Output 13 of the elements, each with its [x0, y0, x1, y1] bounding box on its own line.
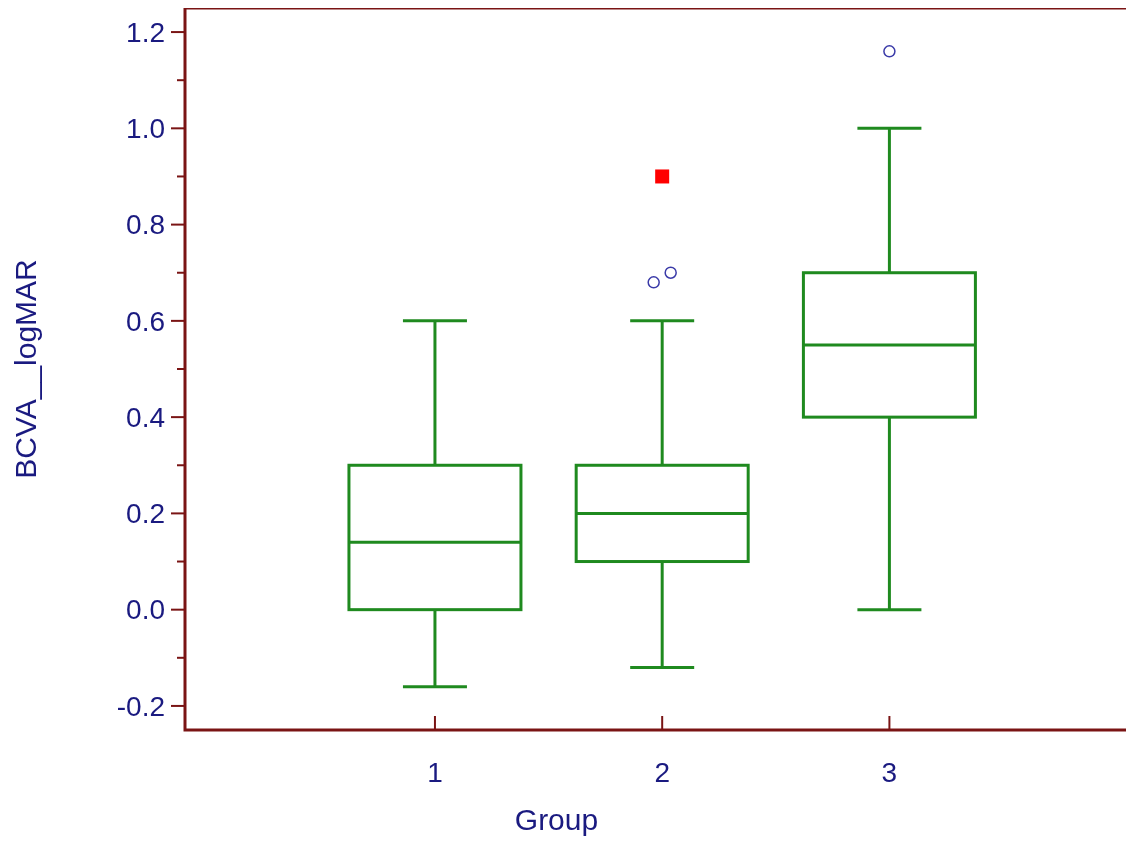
y-tick-label: 0.2: [126, 498, 165, 530]
y-tick-label: 1.2: [126, 16, 165, 48]
y-tick-label: 0.8: [126, 209, 165, 241]
y-axis-title: BCVA__logMAR: [9, 259, 42, 479]
x-tick-label: 2: [654, 757, 670, 788]
y-tick-label: 0.0: [126, 594, 165, 626]
y-tick-label: 0.4: [126, 401, 165, 433]
x-tick-label: 3: [881, 757, 898, 788]
x-tick-label: 1: [427, 757, 443, 788]
x-axis-title: Group: [514, 803, 599, 836]
y-tick-label: 1.0: [126, 113, 165, 145]
y-tick-label: -0.2: [116, 690, 165, 722]
y-tick-label: 0.6: [126, 305, 165, 337]
